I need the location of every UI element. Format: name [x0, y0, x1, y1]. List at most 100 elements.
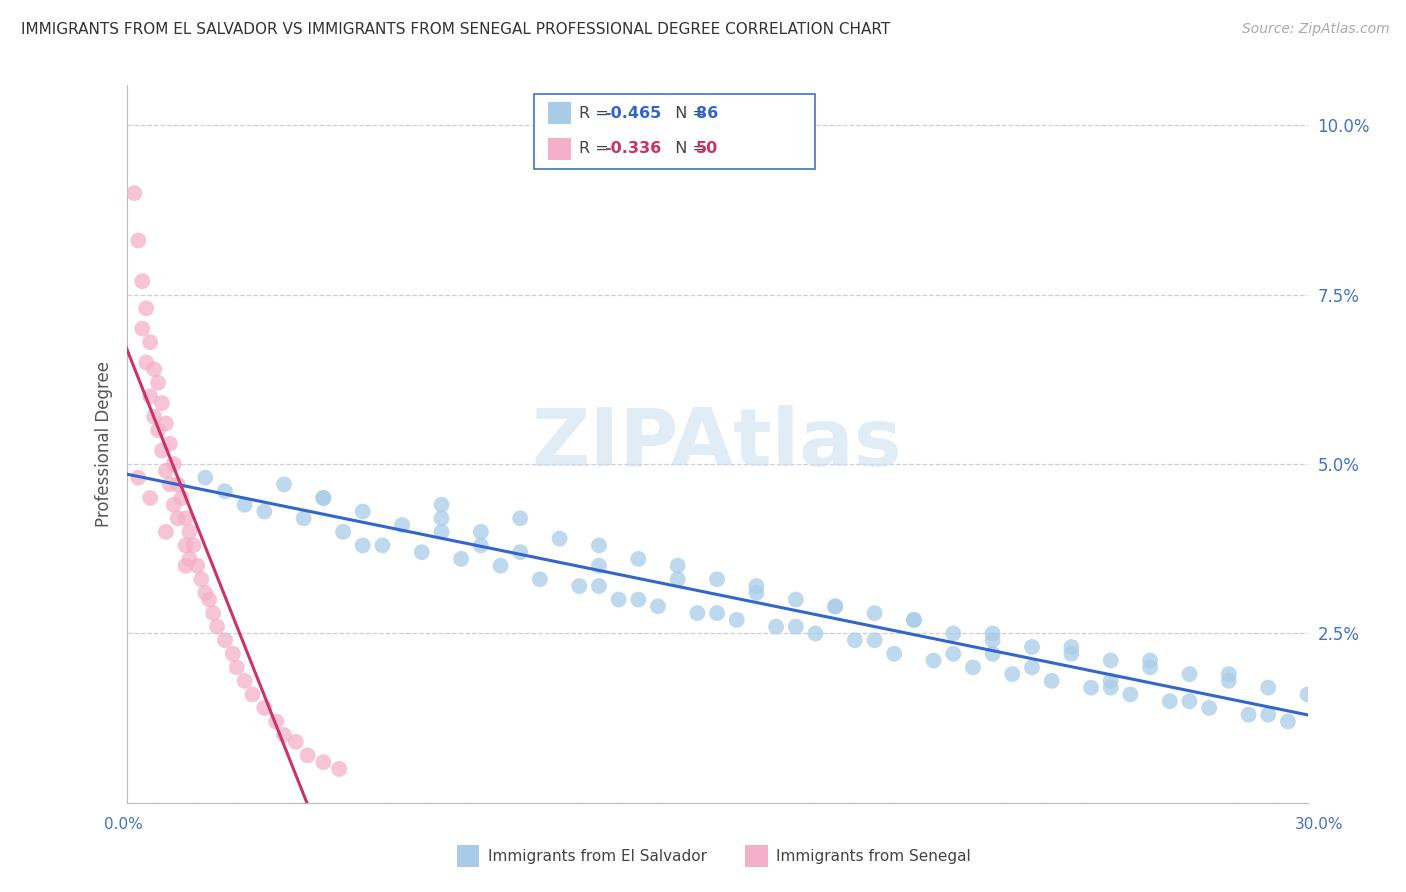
Point [1021, 660, 1043, 674]
Point [824, 599, 846, 614]
Text: 0.0%: 0.0% [104, 817, 143, 831]
Text: ZIPAtlas: ZIPAtlas [531, 405, 903, 483]
Point [686, 606, 709, 620]
Point [179, 552, 201, 566]
Point [150, 443, 173, 458]
Point [568, 579, 591, 593]
Point [190, 572, 212, 586]
Point [647, 599, 669, 614]
Point [1218, 673, 1240, 688]
Point [785, 620, 807, 634]
Point [824, 599, 846, 614]
Point [159, 477, 181, 491]
Point [430, 524, 453, 539]
Point [174, 511, 197, 525]
Point [666, 572, 689, 586]
Point [1040, 673, 1063, 688]
Point [371, 538, 394, 552]
Point [328, 762, 350, 776]
Point [292, 511, 315, 525]
Point [253, 504, 276, 518]
Point [942, 626, 965, 640]
Point [430, 498, 453, 512]
Point [242, 687, 264, 701]
Text: R =: R = [579, 106, 614, 120]
Point [155, 524, 177, 539]
Point [666, 558, 689, 573]
Point [745, 586, 768, 600]
Point [214, 633, 236, 648]
Point [450, 552, 472, 566]
Point [214, 484, 236, 499]
Point [155, 464, 177, 478]
Point [1296, 687, 1319, 701]
Point [155, 417, 177, 431]
Point [548, 532, 571, 546]
Point [159, 436, 181, 450]
Point [1099, 654, 1122, 668]
Point [233, 498, 256, 512]
Point [312, 491, 335, 505]
Point [222, 647, 245, 661]
Point [863, 633, 886, 648]
Point [411, 545, 433, 559]
Point [863, 606, 886, 620]
Text: IMMIGRANTS FROM EL SALVADOR VS IMMIGRANTS FROM SENEGAL PROFESSIONAL DEGREE CORRE: IMMIGRANTS FROM EL SALVADOR VS IMMIGRANT… [21, 22, 890, 37]
Point [588, 558, 610, 573]
Point [489, 558, 512, 573]
Point [1099, 681, 1122, 695]
Point [127, 470, 149, 484]
Point [903, 613, 925, 627]
Point [202, 606, 225, 620]
Point [509, 511, 531, 525]
Point [903, 613, 925, 627]
Point [225, 660, 247, 674]
Point [706, 572, 728, 586]
Point [143, 362, 166, 376]
Point [352, 538, 374, 552]
Point [131, 321, 153, 335]
Point [509, 545, 531, 559]
Point [139, 491, 162, 505]
Point [1218, 667, 1240, 681]
Point [1021, 640, 1043, 654]
Point [725, 613, 748, 627]
Point [150, 396, 173, 410]
Point [146, 376, 169, 390]
Point [284, 735, 307, 749]
Text: R =: R = [579, 142, 614, 156]
Point [179, 524, 201, 539]
Point [174, 538, 197, 552]
Text: -0.465: -0.465 [605, 106, 662, 120]
Point [264, 714, 287, 729]
Text: N =: N = [665, 142, 711, 156]
Point [253, 701, 276, 715]
Y-axis label: Professional Degree: Professional Degree [94, 360, 112, 527]
Point [205, 620, 228, 634]
Point [981, 626, 1004, 640]
Point [312, 755, 335, 769]
Point [962, 660, 984, 674]
Point [470, 524, 492, 539]
Point [1001, 667, 1024, 681]
Text: 50: 50 [696, 142, 718, 156]
Point [166, 477, 188, 491]
Point [131, 274, 153, 288]
Point [1237, 707, 1260, 722]
Point [194, 586, 217, 600]
Point [391, 518, 413, 533]
Point [745, 579, 768, 593]
Text: 30.0%: 30.0% [1295, 817, 1343, 831]
Point [1159, 694, 1181, 708]
Point [607, 592, 630, 607]
Point [143, 409, 166, 424]
Point [1257, 681, 1279, 695]
Point [785, 592, 807, 607]
Point [804, 626, 827, 640]
Point [981, 633, 1004, 648]
Point [627, 592, 650, 607]
Point [139, 335, 162, 350]
Point [163, 498, 186, 512]
Point [166, 511, 188, 525]
Point [332, 524, 354, 539]
